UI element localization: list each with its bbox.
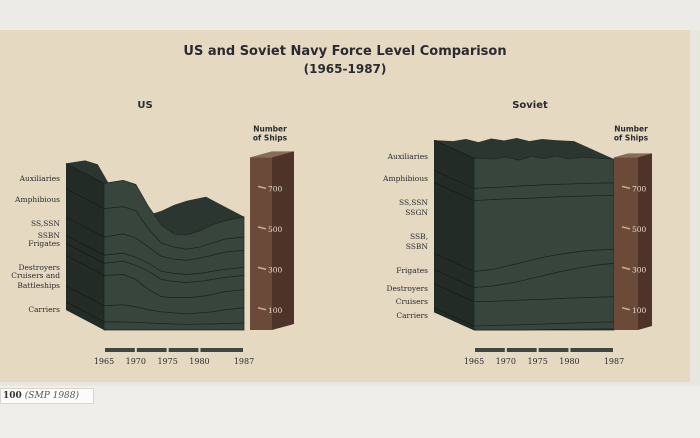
soviet-label-cruisers: Cruisers [396,297,428,306]
soviet-side-line-ss-ssn-ssgn [433,182,475,201]
soviet-xtick-1987: 1987 [604,357,624,366]
soviet-xtick-1965: 1965 [464,357,484,366]
us-label-destroyers: Destroyers [18,263,60,272]
soviet-xtick-1970: 1970 [496,357,516,366]
soviet-ytick-500: 500 [632,225,647,234]
soviet-stack-side-face [434,140,474,330]
us-xtick-1970: 1970 [126,357,146,366]
soviet-label-destroyers: Destroyers [386,284,428,293]
soviet-area-auxiliaries [473,155,615,189]
caption-page-number: 100 [3,391,22,401]
us-label-auxiliaries: Auxiliaries [19,174,61,183]
us-side-line-amphibious [65,188,105,209]
us-stack-side-face [66,163,104,330]
soviet-ytick-mark-500 [621,226,631,230]
soviet-label-frigates: Frigates [396,266,428,275]
soviet-side-line-ssb-ssbn [433,253,475,272]
soviet-ytick-100: 100 [632,306,647,315]
soviet-ytick-700: 700 [632,184,647,193]
us-ytick-mark-700 [257,185,267,190]
us-scale-side [272,151,294,330]
figure-caption: 100 (SMP 1988) [0,388,95,404]
us-side-line-destroyers [65,255,105,276]
us-side-line-auxiliaries [65,163,105,184]
soviet-scale-side [638,153,652,330]
figure-panel: US and Soviet Navy Force Level Compariso… [0,30,690,382]
us-label-amphibious: Amphibious [14,195,60,204]
us-scale-front [250,157,272,330]
soviet-label-ssb-ssbn: SSB, SSBN [406,232,429,251]
soviet-xtick-1980: 1980 [559,357,579,366]
us-xtick-1975: 1975 [157,357,177,366]
us-xtick-1987: 1987 [234,357,254,366]
us-label-ssbn: SSBN [38,231,61,240]
soviet-xtick-1975: 1975 [527,357,547,366]
soviet-ytick-mark-300 [621,266,631,271]
soviet-side-line-cruisers [433,307,475,327]
us-stack-top-surface [66,160,244,235]
soviet-side-line-auxiliaries [433,139,475,159]
us-ytick-300: 300 [268,265,283,274]
us-ylabel: Number of Ships [253,124,288,142]
us-side-line-ss-ssn [65,216,105,238]
soviet-side-line-destroyers [433,283,475,302]
soviet-ylabel: Number of Ships [614,124,649,142]
us-panel-title: US [137,100,152,111]
soviet-stack-top-surface [434,138,614,161]
us-label-ss-ssn: SS,SSN [31,219,60,228]
soviet-label-carriers: Carriers [396,311,428,320]
us-timeline-seg-1970 [136,348,167,352]
us-timeline-seg-1975 [168,348,199,352]
us-ytick-500: 500 [268,225,283,234]
soviet-timeline-seg-1970 [506,348,537,352]
soviet-side-line-carriers [433,311,475,331]
caption-source: (SMP 1988) [24,391,80,401]
soviet-timeline-seg-1965 [475,348,505,352]
soviet-side-line-amphibious [433,170,475,189]
soviet-ytick-mark-700 [621,185,631,190]
us-xtick-1965: 1965 [94,357,114,366]
soviet-scale-front [614,157,638,330]
page-footer [0,386,700,438]
chart-subtitle: (1965-1987) [303,62,387,76]
page-top-strip [0,0,700,30]
us-timeline-seg-1980 [200,348,243,352]
chart-title: US and Soviet Navy Force Level Compariso… [183,44,507,59]
soviet-label-auxiliaries: Auxiliaries [387,152,429,161]
us-side-line-frigates [65,242,105,264]
us-ytick-100: 100 [268,306,283,315]
us-ytick-mark-500 [257,226,267,230]
us-ytick-mark-100 [257,306,267,311]
us-area-auxiliaries [103,179,245,250]
us-ytick-700: 700 [268,184,283,193]
soviet-label-ss-ssn-ssgn: SS,SSN SSGN [399,198,428,217]
soviet-timeline-seg-1975 [538,348,569,352]
soviet-label-amphibious: Amphibious [382,174,428,183]
soviet-side-line-frigates [433,269,475,288]
soviet-panel-title: Soviet [512,100,548,111]
us-timeline-seg-1965 [105,348,135,352]
us-ytick-mark-300 [257,266,267,271]
soviet-ytick-300: 300 [632,265,647,274]
us-label-carriers: Carriers [28,305,60,314]
us-xtick-1980: 1980 [189,357,209,366]
us-label-cruisers-and-battleships: Cruisers and Battleships [11,271,60,290]
us-side-line-cruisers-and-battleships [65,285,105,306]
us-side-line-ssbn [65,234,105,256]
us-side-line-carriers [65,301,105,323]
soviet-ytick-mark-100 [621,306,631,311]
soviet-timeline-seg-1980 [570,348,613,352]
us-label-frigates: Frigates [28,239,60,248]
